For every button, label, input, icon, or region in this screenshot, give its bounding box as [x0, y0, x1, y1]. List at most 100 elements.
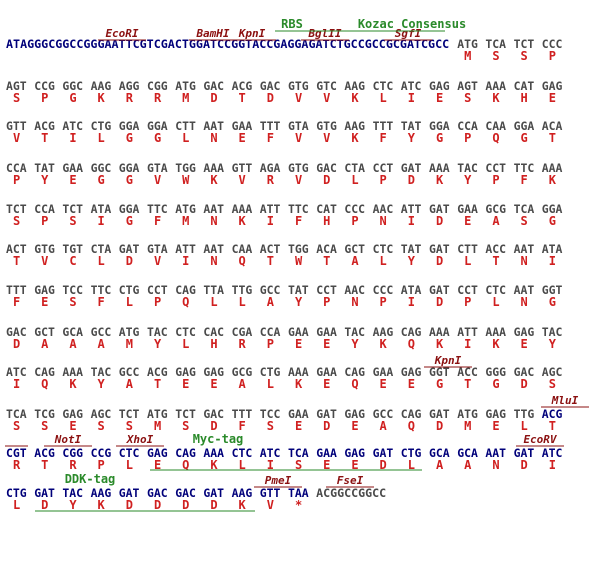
codon: TTC [147, 202, 168, 216]
amino-acid: K [351, 91, 359, 105]
restriction-site: PmeI [265, 474, 292, 487]
codon: GTC [316, 79, 337, 93]
codon: ATC [62, 119, 83, 133]
codon: CCT [316, 283, 337, 297]
amino-acid: D [323, 173, 330, 187]
codon: GAT [373, 446, 394, 460]
codon: AGT [6, 79, 27, 93]
codon: GAT [401, 161, 422, 175]
codon: CGA [232, 325, 253, 339]
amino-acid: E [351, 458, 358, 472]
codon: GAA [316, 365, 337, 379]
codon: TGG [288, 242, 309, 256]
codon: CCG [34, 79, 55, 93]
amino-acid: T [41, 458, 48, 472]
amino-acid: E [492, 419, 499, 433]
restriction-site: XhoI [126, 433, 154, 446]
codon: GCA [457, 446, 478, 460]
amino-acid: * [295, 498, 302, 512]
codon: GAG [401, 365, 422, 379]
codon: CCT [457, 283, 478, 297]
codon: TTG [232, 283, 253, 297]
amino-acid: Q [408, 337, 415, 351]
codon: CTC [373, 79, 394, 93]
codon: GTT [260, 486, 281, 500]
amino-acid: A [69, 337, 77, 351]
codon: CAT [514, 79, 535, 93]
codon: ATT [457, 325, 478, 339]
amino-acid: Q [41, 377, 48, 391]
codon: CTC [373, 242, 394, 256]
codon: AAC [344, 283, 365, 297]
restriction-site: BglII [307, 27, 341, 40]
amino-acid: P [154, 295, 161, 309]
amino-acid: H [521, 91, 528, 105]
codon: AAG [232, 486, 253, 500]
amino-acid: P [13, 173, 20, 187]
amino-acid: F [98, 295, 105, 309]
amino-acid: E [351, 419, 358, 433]
codon: GAA [316, 325, 337, 339]
amino-acid: D [436, 254, 443, 268]
codon: ATT [401, 202, 422, 216]
amino-acid: V [154, 254, 161, 268]
codon: TAT [288, 283, 309, 297]
amino-acid: K [239, 498, 247, 512]
codon: AGA [260, 161, 281, 175]
codon: AAA [203, 446, 224, 460]
codon: CAA [232, 242, 253, 256]
amino-acid: K [492, 91, 500, 105]
codon: CTC [175, 325, 196, 339]
codon: AAA [485, 325, 506, 339]
amino-acid: S [13, 91, 20, 105]
codon: CTG [119, 283, 140, 297]
codon: ATG [175, 79, 196, 93]
codon: GCA [62, 325, 83, 339]
amino-acid: S [549, 377, 556, 391]
codon: ACG [34, 119, 55, 133]
amino-acid: N [210, 214, 217, 228]
amino-acid: I [13, 377, 20, 391]
amino-acid: E [464, 214, 471, 228]
amino-acid: A [41, 337, 49, 351]
codon: CTC [232, 446, 253, 460]
amino-acid: K [380, 337, 388, 351]
amino-acid: S [69, 214, 76, 228]
codon: CTT [175, 119, 196, 133]
codon: CCT [373, 161, 394, 175]
amino-acid: G [154, 131, 161, 145]
amino-acid: P [41, 91, 48, 105]
amino-acid: V [239, 173, 246, 187]
amino-acid: G [126, 214, 133, 228]
amino-acid: F [380, 131, 387, 145]
amino-acid: E [210, 377, 217, 391]
amino-acid: P [549, 49, 556, 63]
amino-acid: K [98, 498, 106, 512]
codon: GTG [288, 161, 309, 175]
codon: GGA [119, 119, 140, 133]
codon: ATC [6, 365, 27, 379]
codon: ACC [457, 365, 478, 379]
codon: AAT [514, 242, 535, 256]
codon: ACA [542, 119, 563, 133]
amino-acid: W [182, 173, 190, 187]
feature-tag: Myc-tag [193, 432, 244, 446]
amino-acid: D [13, 337, 20, 351]
codon: GCG [485, 202, 506, 216]
codon: TCT [62, 202, 83, 216]
amino-acid: Y [408, 254, 416, 268]
amino-acid: Y [98, 377, 106, 391]
amino-acid: V [323, 91, 330, 105]
codon: GAT [514, 446, 535, 460]
codon: CCT [147, 283, 168, 297]
amino-acid: M [464, 49, 471, 63]
codon: GAG [147, 446, 168, 460]
amino-acid: D [323, 419, 330, 433]
codon: GAC [203, 407, 224, 421]
codon: GGA [429, 119, 450, 133]
amino-acid: K [436, 173, 444, 187]
codon: GTG [34, 242, 55, 256]
codon: TTC [288, 202, 309, 216]
codon: GCA [429, 446, 450, 460]
amino-acid: E [323, 458, 330, 472]
